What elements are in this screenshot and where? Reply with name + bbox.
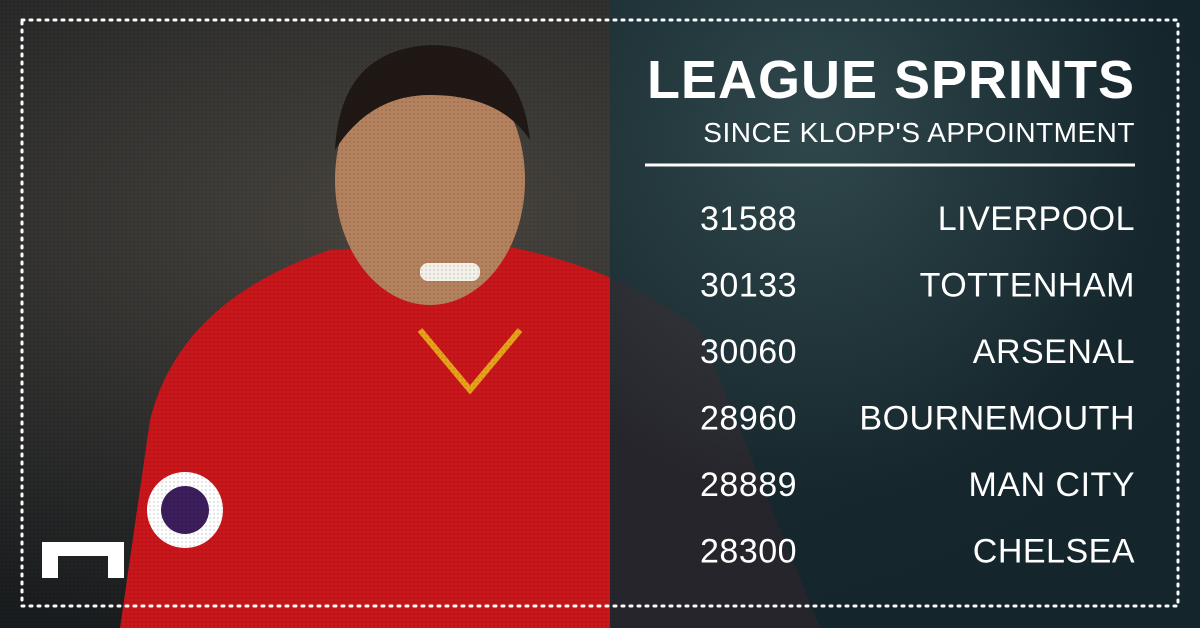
table: 31588 LIVERPOOL 30133 TOTTENHAM 30060 ARSENAL… [700, 200, 1135, 571]
team-name: LIVERPOOL [938, 200, 1135, 238]
logo [42, 542, 124, 578]
dotted-frame [20, 18, 1180, 608]
team-name: BOURNEMOUTH [859, 400, 1135, 438]
subtitle: SINCE KLOPP'S APPOINTMENT [703, 117, 1135, 148]
sprint-count: 28960 [700, 400, 797, 438]
team-name: MAN CITY [969, 466, 1135, 504]
sprint-count: 30060 [700, 333, 797, 371]
team-name: TOTTENHAM [920, 267, 1135, 305]
team-name: ARSENAL [973, 333, 1135, 371]
sprint-count: 28300 [700, 533, 797, 571]
sprint-count: 30133 [700, 267, 797, 305]
team-name: CHELSEA [973, 533, 1135, 571]
sprint-count: 28889 [700, 466, 797, 504]
title: LEAGUE SPRINTS [647, 50, 1135, 110]
stats-panel [610, 0, 1200, 628]
sprint-count: 31588 [700, 200, 797, 238]
